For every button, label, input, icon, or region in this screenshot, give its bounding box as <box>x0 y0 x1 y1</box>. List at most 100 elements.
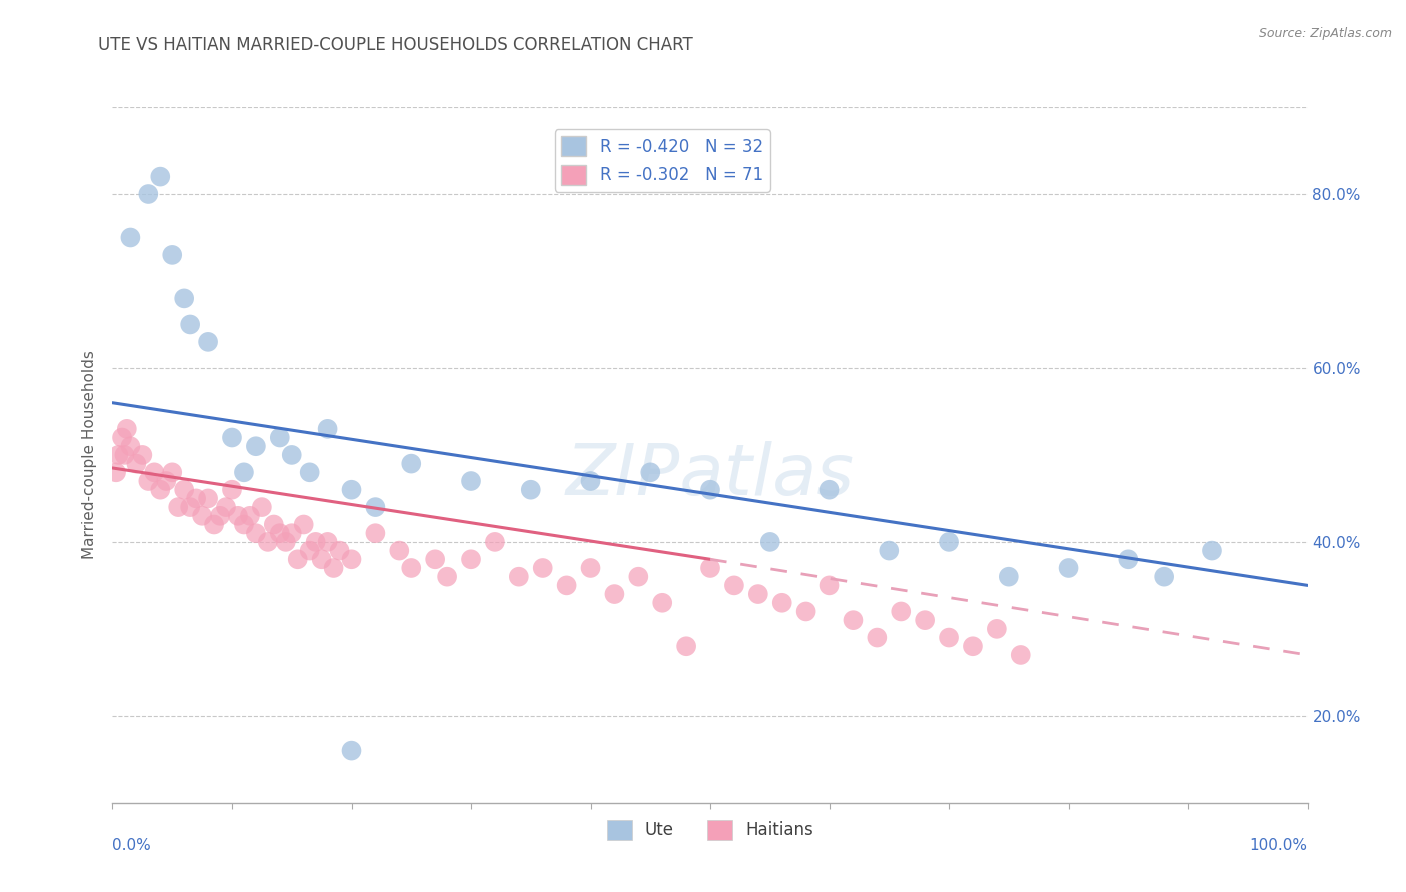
Point <box>287 552 309 566</box>
Point <box>173 291 195 305</box>
Point <box>269 526 291 541</box>
Point <box>770 596 793 610</box>
Point <box>998 570 1021 584</box>
Point <box>221 431 243 445</box>
Point <box>209 508 232 523</box>
Point <box>699 561 721 575</box>
Point <box>938 534 960 549</box>
Point <box>257 534 280 549</box>
Point <box>274 534 297 549</box>
Point <box>938 631 960 645</box>
Point <box>340 483 363 497</box>
Legend: Ute, Haitians: Ute, Haitians <box>600 813 820 847</box>
Point <box>329 543 352 558</box>
Point <box>818 578 841 592</box>
Point <box>111 431 134 445</box>
Point <box>149 483 172 497</box>
Point <box>311 552 333 566</box>
Point <box>250 500 273 514</box>
Point <box>425 552 447 566</box>
Point <box>245 526 267 541</box>
Text: 0.0%: 0.0% <box>112 838 152 853</box>
Point <box>460 474 482 488</box>
Point <box>1153 570 1175 584</box>
Point <box>239 508 262 523</box>
Point <box>143 466 166 480</box>
Point <box>233 517 256 532</box>
Point <box>298 466 321 480</box>
Point <box>162 248 183 262</box>
Point <box>1201 543 1223 558</box>
Point <box>120 439 142 453</box>
Point <box>149 169 172 184</box>
Point <box>364 526 387 541</box>
Point <box>179 500 201 514</box>
Point <box>675 639 697 653</box>
Point <box>842 613 865 627</box>
Point <box>555 578 578 592</box>
Point <box>747 587 769 601</box>
Point <box>281 448 304 462</box>
Point <box>866 631 889 645</box>
Point <box>388 543 411 558</box>
Point <box>114 448 135 462</box>
Point <box>221 483 243 497</box>
Point <box>167 500 190 514</box>
Point <box>436 570 458 584</box>
Point <box>281 526 304 541</box>
Point <box>640 466 662 480</box>
Point <box>179 318 201 332</box>
Point <box>520 483 543 497</box>
Point <box>263 517 285 532</box>
Point <box>292 517 315 532</box>
Point <box>226 508 249 523</box>
Point <box>759 534 782 549</box>
Point <box>138 474 160 488</box>
Point <box>401 457 423 471</box>
Point <box>202 517 225 532</box>
Point <box>105 466 128 480</box>
Point <box>186 491 208 506</box>
Point <box>579 561 602 575</box>
Point <box>155 474 177 488</box>
Text: Source: ZipAtlas.com: Source: ZipAtlas.com <box>1258 27 1392 40</box>
Point <box>191 508 214 523</box>
Point <box>305 534 328 549</box>
Point <box>298 543 321 558</box>
Point <box>460 552 482 566</box>
Point <box>197 491 219 506</box>
Point <box>914 613 936 627</box>
Point <box>1118 552 1140 566</box>
Point <box>531 561 554 575</box>
Point <box>879 543 901 558</box>
Point <box>173 483 195 497</box>
Point <box>162 466 183 480</box>
Point <box>125 457 148 471</box>
Point <box>107 448 129 462</box>
Point <box>508 570 530 584</box>
Point <box>269 431 291 445</box>
Point <box>484 534 506 549</box>
Point <box>115 422 138 436</box>
Point <box>340 552 363 566</box>
Point <box>794 605 817 619</box>
Point <box>986 622 1008 636</box>
Text: ZIPatlas: ZIPatlas <box>565 442 855 510</box>
Point <box>401 561 423 575</box>
Point <box>579 474 602 488</box>
Point <box>364 500 387 514</box>
Point <box>233 466 256 480</box>
Point <box>627 570 650 584</box>
Point <box>322 561 344 575</box>
Point <box>1010 648 1032 662</box>
Point <box>120 230 142 244</box>
Point <box>215 500 238 514</box>
Point <box>316 534 339 549</box>
Point <box>316 422 339 436</box>
Point <box>245 439 267 453</box>
Point <box>197 334 219 349</box>
Point <box>699 483 721 497</box>
Point <box>962 639 984 653</box>
Point <box>138 187 160 202</box>
Point <box>651 596 673 610</box>
